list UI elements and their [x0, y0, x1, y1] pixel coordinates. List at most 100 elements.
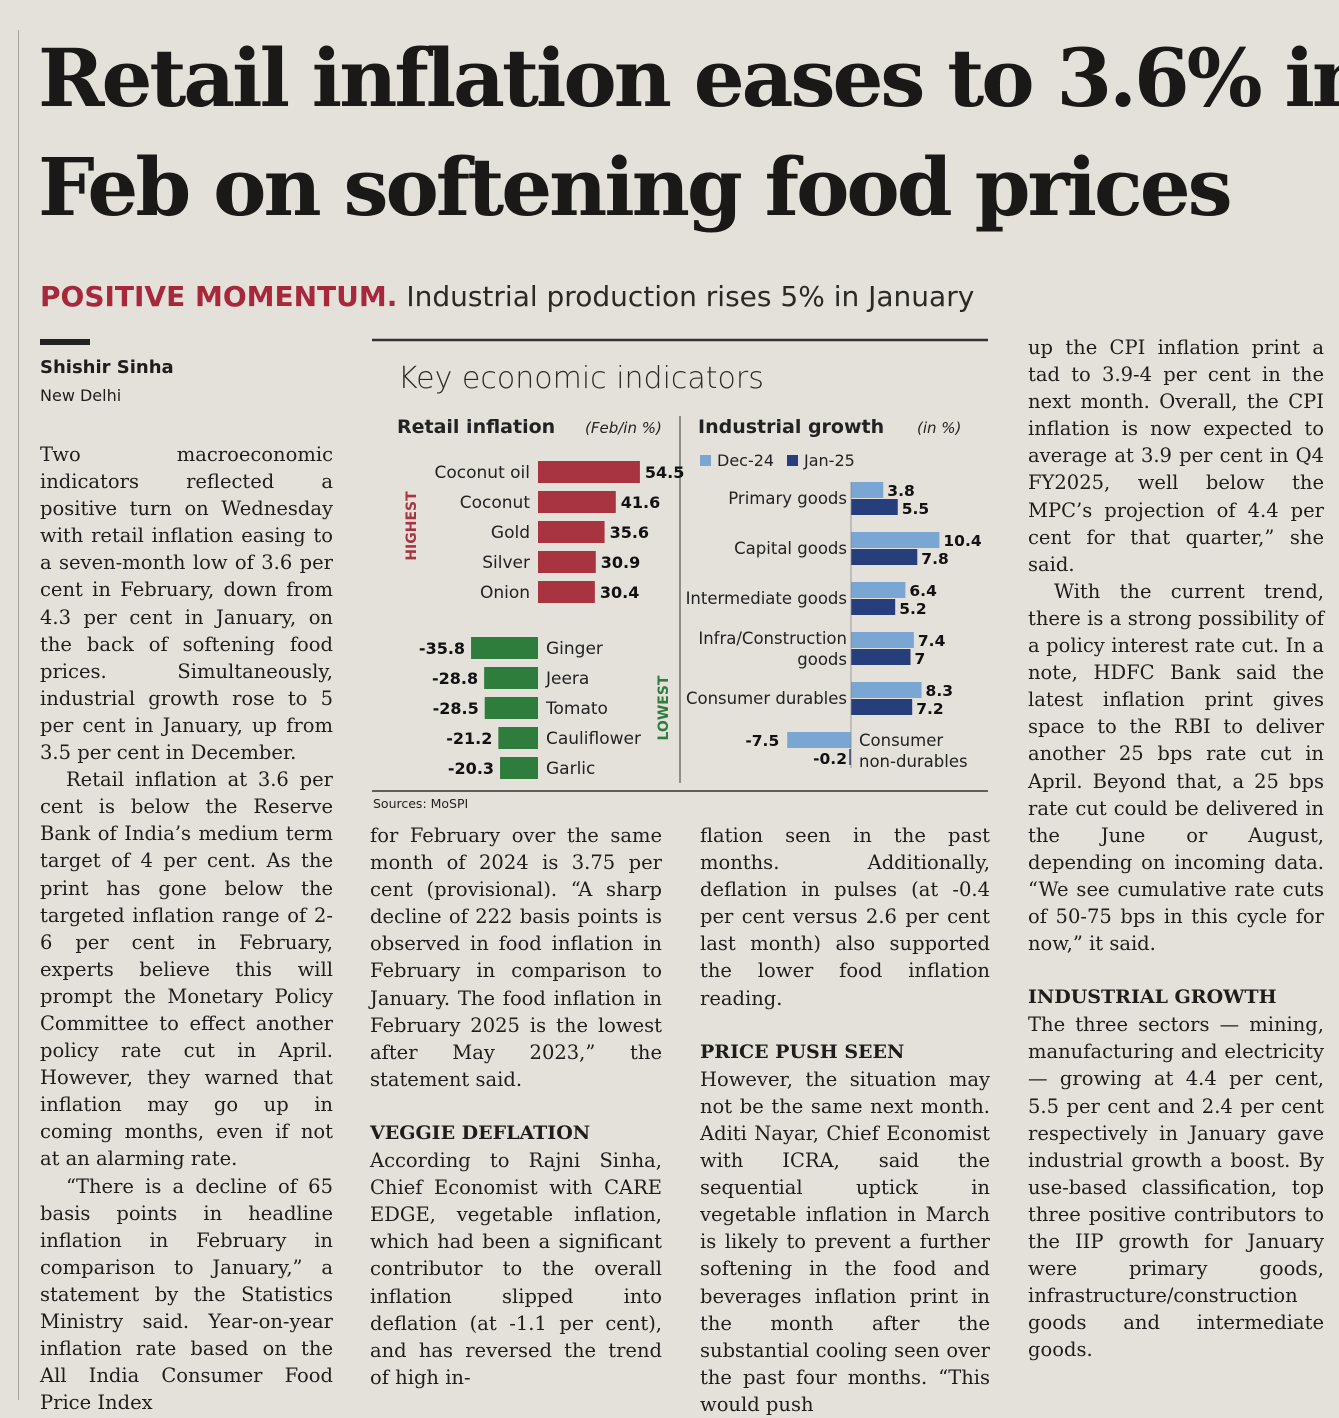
article-column-2: for February over the same month of 2024…: [370, 822, 662, 1391]
category-label: Primary goods: [728, 489, 847, 508]
legend-label-jan25: Jan-25: [803, 451, 855, 470]
legend-swatch-dec24: [700, 455, 711, 466]
highest-bar-label: Onion: [480, 583, 530, 603]
kicker-label: POSITIVE MOMENTUM.: [40, 280, 398, 313]
highest-bar-value: 54.5: [645, 463, 684, 482]
highest-group-label: HIGHEST: [404, 491, 420, 561]
highest-bar: [538, 581, 595, 603]
jan25-value: 5.2: [899, 600, 926, 618]
category-label: Capital goods: [734, 539, 847, 558]
lowest-bar: [498, 727, 538, 749]
category-label: non-durables: [859, 752, 968, 771]
highest-bar: [538, 551, 596, 573]
retail-inflation-unit: (Feb/in %): [585, 419, 662, 437]
highest-bar-label: Coconut: [460, 493, 531, 513]
byline-bar: [40, 339, 90, 345]
industrial-growth-chart: Industrial growth (in %)Dec-24 Jan-253.85.…: [686, 416, 982, 771]
category-label: Consumer: [859, 731, 943, 750]
lowest-bar-label: Tomato: [545, 699, 608, 719]
dateline: New Delhi: [40, 386, 122, 405]
industrial-growth-title: Industrial growth: [698, 416, 884, 438]
jan25-bar: [849, 749, 851, 765]
highest-bar: [538, 521, 605, 543]
jan25-value: 7.8: [921, 550, 948, 568]
paragraph: According to Rajni Sinha, Chief Economis…: [370, 1149, 662, 1389]
highest-bar-value: 30.4: [600, 583, 639, 602]
paragraph: The three sectors — mining, manufacturin…: [1028, 1013, 1324, 1362]
jan25-bar: [851, 499, 898, 515]
lowest-bar-label: Ginger: [546, 639, 603, 659]
industrial-growth-unit: (in %): [917, 419, 961, 437]
column-rule: [18, 30, 19, 1400]
kicker-text: Industrial production rises 5% in Januar…: [406, 280, 975, 313]
lowest-bar: [484, 667, 538, 689]
paragraph: up the CPI inflation print a tad to 3.9-…: [1028, 336, 1324, 576]
jan25-value: 7.2: [916, 700, 943, 718]
dec24-value: 8.3: [926, 682, 953, 700]
chart-figure-title: Key economic indicators: [398, 361, 764, 396]
highest-bar-label: Silver: [482, 553, 530, 573]
highest-bar-value: 35.6: [610, 523, 649, 542]
article-column-1: Two macroeconomic indicators reflected a…: [40, 441, 333, 1416]
highest-bar: [538, 461, 640, 483]
subheading: INDUSTRIAL GROWTH: [1028, 986, 1277, 1009]
highest-bar-value: 41.6: [621, 493, 660, 512]
dec24-bar: [851, 532, 940, 548]
highest-bar-label: Coconut oil: [435, 463, 530, 483]
jan25-bar: [851, 549, 918, 565]
paragraph: flation seen in the past months. Additio…: [700, 824, 990, 1010]
paragraph: However, the situation may not be the sa…: [700, 1067, 990, 1416]
paragraph: Retail inflation at 3.6 per cent is belo…: [40, 768, 333, 1171]
lowest-bar-value: -35.8: [419, 639, 465, 658]
key-economic-indicators-chart: Key economic indicators Sources: MoSPI R…: [372, 338, 988, 811]
subheading: PRICE PUSH SEEN: [700, 1040, 905, 1063]
category-label: Intermediate goods: [686, 589, 847, 608]
jan25-bar: [851, 699, 913, 715]
dec24-bar: [787, 732, 851, 748]
paragraph: With the current trend, there is a stron…: [1028, 579, 1324, 956]
paragraph: “There is a decline of 65 basis points i…: [40, 1174, 333, 1415]
jan25-value: 5.5: [902, 500, 929, 518]
category-label: goods: [797, 650, 847, 669]
lowest-bar-value: -28.5: [433, 699, 479, 718]
lowest-bar-label: Garlic: [546, 759, 595, 779]
dec24-bar: [851, 582, 906, 598]
category-label: Infra/Construction: [698, 629, 847, 648]
highest-bar-value: 30.9: [601, 553, 640, 572]
subheading: VEGGIE DEFLATION: [370, 1121, 591, 1144]
dec24-bar: [851, 632, 914, 648]
lowest-bar: [484, 697, 538, 719]
highest-bar-label: Gold: [491, 523, 530, 543]
jan25-value: -0.2: [813, 750, 847, 768]
paragraph: Two macroeconomic indicators reflected a…: [40, 443, 333, 765]
dec24-value: 6.4: [909, 582, 937, 600]
dec24-value: 3.8: [887, 482, 914, 500]
lowest-group-label: LOWEST: [656, 675, 672, 740]
lowest-bar: [471, 637, 538, 659]
dec24-bar: [851, 482, 884, 498]
retail-inflation-chart: Retail inflation (Feb/in %) Coconut oil 54.…: [397, 416, 684, 779]
author-name: Shishir Sinha: [40, 357, 174, 378]
headline-line-1: Retail inflation eases to 3.6% in: [38, 31, 1339, 125]
chart-source: Sources: MoSPI: [373, 796, 468, 811]
lowest-bar-value: -20.3: [448, 759, 494, 778]
legend-swatch-jan25: [787, 455, 798, 466]
lowest-bar-value: -28.8: [432, 669, 478, 688]
jan25-bar: [851, 599, 896, 615]
lowest-bar-label: Cauliflower: [546, 729, 641, 749]
dec24-bar: [851, 682, 922, 698]
lowest-bar-label: Jeera: [545, 669, 589, 689]
lowest-bar-value: -21.2: [446, 729, 492, 748]
legend-label-dec24: Dec-24: [717, 451, 774, 470]
dec24-value: 7.4: [918, 632, 946, 650]
article-column-4: up the CPI inflation print a tad to 3.9-…: [1028, 334, 1324, 1363]
paragraph: for February over the same month of 2024…: [370, 824, 662, 1091]
highest-bar: [538, 491, 616, 513]
lowest-bar: [500, 757, 538, 779]
dec24-value: -7.5: [745, 732, 779, 750]
retail-inflation-title: Retail inflation: [397, 416, 555, 438]
jan25-bar: [851, 649, 911, 665]
dec24-value: 10.4: [943, 532, 981, 550]
headline-line-2: Feb on softening food prices: [38, 140, 1233, 234]
